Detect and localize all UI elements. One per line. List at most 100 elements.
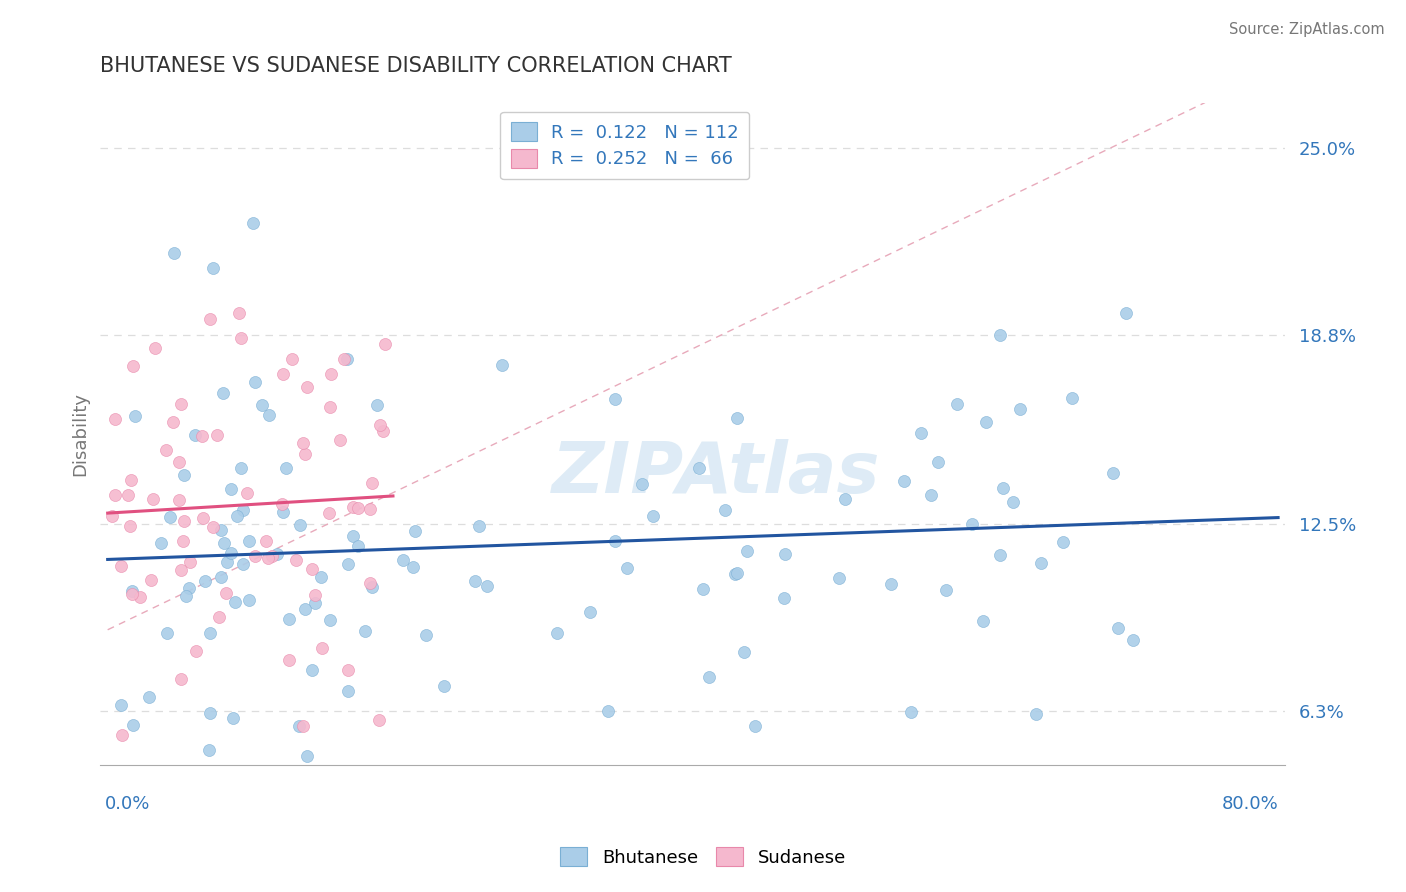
Point [960, 517, 983, 532]
Point [221, 711, 243, 725]
Point [1002, 495, 1025, 509]
Point [277, 611, 299, 625]
Point [359, 575, 381, 590]
Point [974, 415, 997, 429]
Point [772, 591, 794, 605]
Point [120, 519, 142, 533]
Point [201, 261, 224, 276]
Point [260, 549, 283, 564]
Point [138, 690, 160, 705]
Point [935, 583, 957, 598]
Point [111, 728, 134, 742]
Point [342, 500, 364, 514]
Point [101, 508, 124, 523]
Point [226, 509, 249, 524]
Point [170, 672, 193, 686]
Point [205, 428, 228, 442]
Point [276, 461, 298, 475]
Point [319, 367, 342, 381]
Point [318, 614, 340, 628]
Point [359, 502, 381, 516]
Point [697, 670, 720, 684]
Point [177, 581, 200, 595]
Point [1115, 306, 1137, 320]
Point [366, 398, 388, 412]
Point [294, 447, 316, 461]
Point [257, 408, 280, 422]
Point [212, 536, 235, 550]
Point [167, 455, 190, 469]
Point [744, 719, 766, 733]
Point [1107, 621, 1129, 635]
Point [1102, 466, 1125, 480]
Point [143, 341, 166, 355]
Point [546, 625, 568, 640]
Point [288, 719, 311, 733]
Point [121, 587, 143, 601]
Point [404, 524, 426, 538]
Point [616, 561, 638, 575]
Text: 80.0%: 80.0% [1222, 796, 1278, 814]
Point [361, 580, 384, 594]
Point [172, 534, 194, 549]
Point [1031, 556, 1053, 570]
Point [254, 533, 277, 548]
Point [155, 442, 177, 457]
Point [219, 546, 242, 560]
Text: Source: ZipAtlas.com: Source: ZipAtlas.com [1229, 22, 1385, 37]
Point [301, 663, 323, 677]
Point [688, 460, 710, 475]
Point [477, 579, 499, 593]
Point [946, 397, 969, 411]
Point [578, 605, 600, 619]
Point [347, 539, 370, 553]
Point [122, 718, 145, 732]
Point [110, 558, 132, 573]
Point [285, 552, 308, 566]
Point [162, 415, 184, 429]
Point [242, 216, 264, 230]
Point [238, 593, 260, 607]
Point [972, 614, 994, 628]
Text: BHUTANESE VS SUDANESE DISABILITY CORRELATION CHART: BHUTANESE VS SUDANESE DISABILITY CORRELA… [100, 56, 733, 76]
Point [346, 501, 368, 516]
Point [290, 518, 312, 533]
Point [270, 497, 292, 511]
Point [297, 380, 319, 394]
Point [304, 588, 326, 602]
Point [200, 706, 222, 721]
Point [329, 433, 352, 447]
Point [1122, 632, 1144, 647]
Point [173, 514, 195, 528]
Point [238, 534, 260, 549]
Point [292, 436, 315, 450]
Point [927, 455, 949, 469]
Point [301, 561, 323, 575]
Point [236, 486, 259, 500]
Point [250, 398, 273, 412]
Point [117, 488, 139, 502]
Point [198, 625, 221, 640]
Y-axis label: Disability: Disability [72, 392, 89, 476]
Point [392, 552, 415, 566]
Point [336, 558, 359, 572]
Point [598, 704, 620, 718]
Point [194, 574, 217, 589]
Point [367, 713, 389, 727]
Point [232, 557, 254, 571]
Point [128, 590, 150, 604]
Point [336, 351, 359, 366]
Point [319, 400, 342, 414]
Point [271, 367, 294, 381]
Point [1008, 401, 1031, 416]
Point [224, 595, 246, 609]
Point [139, 573, 162, 587]
Point [603, 392, 626, 406]
Point [603, 534, 626, 549]
Legend: R =  0.122   N = 112, R =  0.252   N =  66: R = 0.122 N = 112, R = 0.252 N = 66 [501, 112, 749, 179]
Point [373, 424, 395, 438]
Point [643, 509, 665, 524]
Point [775, 547, 797, 561]
Point [167, 492, 190, 507]
Point [311, 640, 333, 655]
